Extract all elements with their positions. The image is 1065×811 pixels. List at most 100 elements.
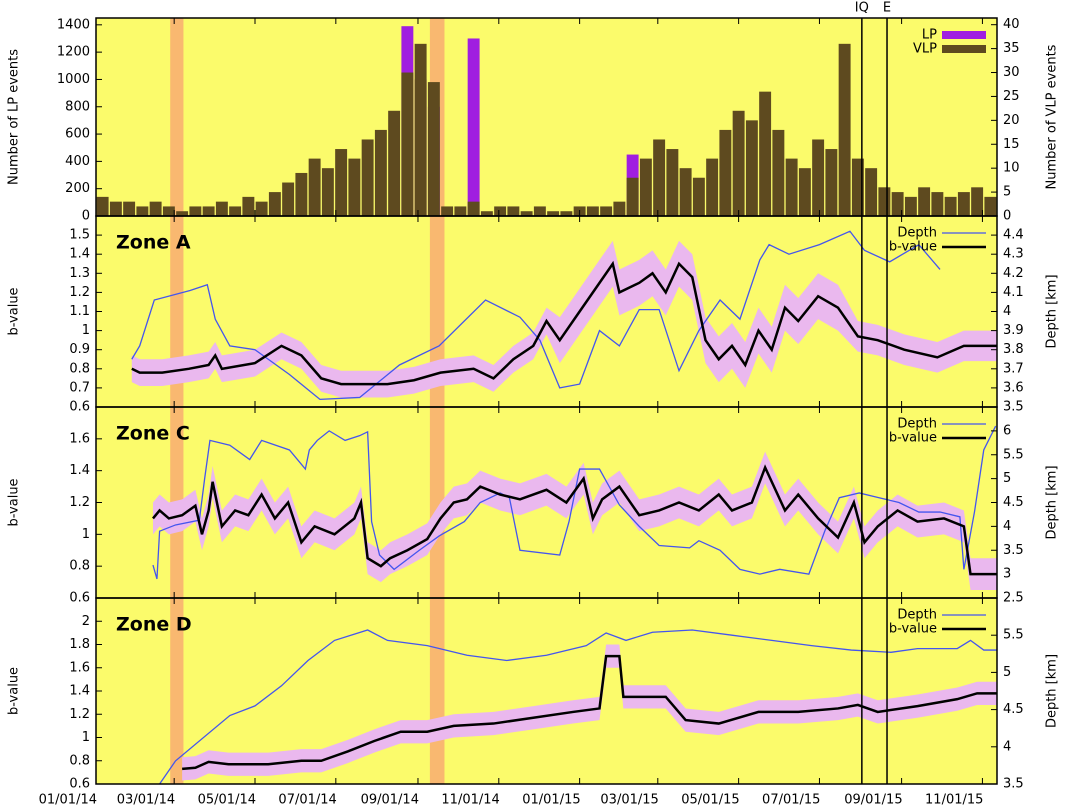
x-tick-label: 01/01/14 (39, 793, 97, 808)
bar (202, 206, 215, 216)
bar (745, 120, 758, 216)
bar (759, 91, 772, 216)
y2-tick-label: 3.5 (1003, 777, 1024, 792)
bar (136, 206, 149, 216)
x-tick-label: 07/01/15 (762, 793, 820, 808)
y-tick-label: 1.3 (69, 266, 90, 281)
x-tick-label: 09/01/14 (361, 793, 419, 808)
bar (176, 211, 189, 216)
bar (229, 206, 242, 216)
event-label: E (883, 1, 891, 16)
y2-tick-label: 4.4 (1003, 228, 1024, 243)
bar (971, 187, 984, 216)
y-tick-label: 0.8 (69, 753, 90, 768)
y2-axis-title: Depth [km] (1045, 274, 1060, 348)
legend-label: b-value (889, 622, 937, 637)
y-axis-title: b-value (7, 667, 22, 715)
y2-tick-label: 4 (1003, 304, 1011, 319)
bar (467, 201, 480, 216)
y-tick-label: 1.4 (69, 684, 90, 699)
y2-axis-title: Depth [km] (1045, 465, 1060, 539)
y-tick-label: 0 (82, 209, 90, 224)
bar (838, 43, 851, 217)
legend-label: VLP (913, 42, 937, 57)
bar (772, 129, 785, 216)
bar (480, 211, 493, 216)
series-line (152, 464, 997, 576)
y-axis-title: b-value (7, 287, 22, 335)
bar (374, 129, 387, 216)
y2-tick-label: 4.3 (1003, 247, 1024, 262)
y-tick-label: 0.8 (69, 559, 90, 574)
bar (600, 206, 613, 216)
bar (189, 206, 202, 216)
bar (441, 206, 454, 216)
bar (904, 196, 917, 216)
y-tick-label: 1 (82, 527, 90, 542)
y2-tick-label: 3.5 (1003, 400, 1024, 415)
y2-tick-label: 5 (1003, 471, 1011, 486)
x-tick-label: 11/01/15 (925, 793, 983, 808)
highlight-span (170, 18, 184, 784)
series-line (131, 230, 941, 401)
y2-tick-label: 4.1 (1003, 285, 1024, 300)
y2-tick-label: 40 (1003, 17, 1020, 32)
y-tick-label: 0.8 (69, 361, 90, 376)
bar (282, 182, 295, 216)
bar (865, 168, 878, 216)
bar (321, 168, 334, 216)
y2-tick-label: 3.8 (1003, 342, 1024, 357)
bar (123, 201, 136, 216)
event-label: IQ (855, 1, 869, 16)
y2-axis-title: Number of VLP events (1045, 44, 1060, 189)
y-tick-label: 1000 (57, 72, 90, 87)
y2-tick-label: 3.5 (1003, 543, 1024, 558)
y-tick-label: 1400 (57, 17, 90, 32)
bar (242, 196, 255, 216)
bar (520, 211, 533, 216)
y2-tick-label: 25 (1003, 89, 1020, 104)
y2-tick-label: 4 (1003, 739, 1011, 754)
y2-tick-label: 5.5 (1003, 628, 1024, 643)
y-tick-label: 1 (82, 323, 90, 338)
bar (719, 129, 732, 216)
bar (798, 168, 811, 216)
x-tick-label: 11/01/14 (441, 793, 499, 808)
y2-tick-label: 5.5 (1003, 447, 1024, 462)
bar (851, 158, 864, 216)
zone-label: Zone A (116, 232, 191, 254)
y2-tick-label: 3.9 (1003, 323, 1024, 338)
bar (547, 211, 560, 216)
y-tick-label: 400 (65, 154, 90, 169)
bar (388, 110, 401, 216)
series-line (131, 260, 997, 386)
bar (931, 192, 944, 216)
bar (812, 139, 825, 216)
x-tick-label: 05/01/15 (681, 793, 739, 808)
bar (361, 139, 374, 216)
x-tick-label: 03/01/15 (600, 793, 658, 808)
x-tick-label: 05/01/14 (198, 793, 256, 808)
legend-label: b-value (889, 240, 937, 255)
x-tick-label: 01/01/15 (522, 793, 580, 808)
bar (560, 211, 573, 216)
zone-label: Zone D (116, 614, 192, 636)
legend-label: Depth (897, 608, 937, 623)
y-tick-label: 0.9 (69, 342, 90, 357)
y2-tick-label: 30 (1003, 65, 1020, 80)
panel-border (95, 597, 998, 785)
bar (255, 201, 268, 216)
y2-tick-label: 0 (1003, 209, 1011, 224)
legend-label: Depth (897, 226, 937, 241)
y-axis-title: Number of LP events (7, 49, 22, 185)
y-tick-label: 1.2 (69, 495, 90, 510)
x-tick-label: 03/01/14 (117, 793, 175, 808)
y2-tick-label: 5 (1003, 185, 1011, 200)
y2-tick-label: 4.2 (1003, 266, 1024, 281)
bar (507, 206, 520, 216)
y-tick-label: 1.4 (69, 463, 90, 478)
y-tick-label: 1200 (57, 45, 90, 60)
x-tick-label: 07/01/14 (278, 793, 336, 808)
y-tick-label: 1.6 (69, 660, 90, 675)
bar (944, 196, 957, 216)
